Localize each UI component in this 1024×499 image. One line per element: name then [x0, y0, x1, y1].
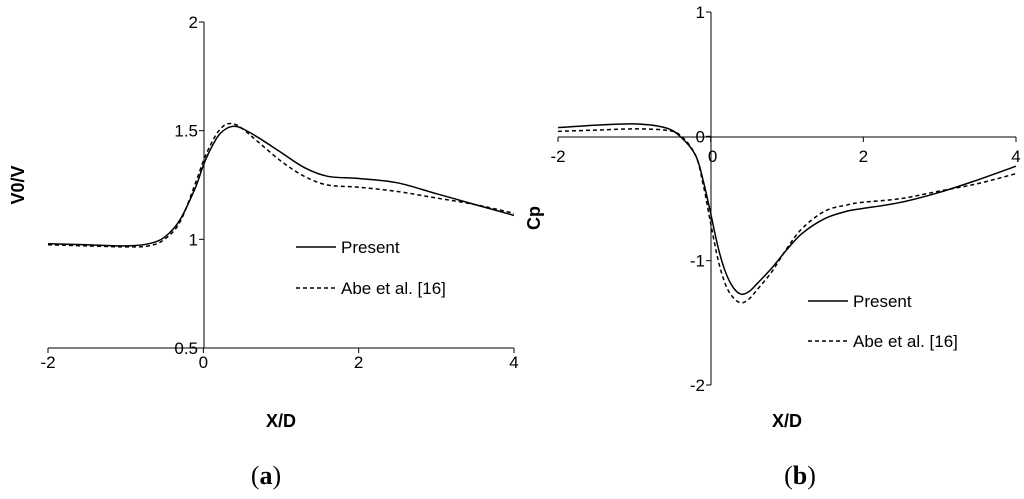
- panel-b-ytick-label: 0: [696, 127, 705, 146]
- panel-a-series-present-line: [47, 125, 515, 247]
- panel-a-ytick-label: 2: [189, 13, 198, 32]
- panel-b-series-abe-line: [557, 128, 1017, 304]
- panel-b-ytick-label: 1: [696, 3, 705, 22]
- panel-a-caption: (a): [251, 461, 281, 490]
- panel-b-xtick-label: 0: [708, 147, 717, 166]
- panel-a-ytick-label: 1: [189, 230, 198, 249]
- panel-b-xtick-label: 2: [859, 147, 868, 166]
- panel-b-caption: (b): [784, 461, 816, 490]
- panel-a-xlabel: X/D: [266, 411, 296, 431]
- panel-b-series-present-line: [557, 123, 1017, 296]
- panel-a-ytick-label: 0.5: [174, 339, 198, 358]
- panel-b-xtick-label: 4: [1011, 147, 1020, 166]
- panel-b-ytick-label: -2: [690, 376, 705, 395]
- panel-b-legend-label-present: Present: [853, 292, 912, 311]
- panel-a-series-abe-line: [47, 122, 515, 248]
- panel-b-legend: Present Abe et al. [16]: [808, 292, 958, 351]
- panel-b-ylabel: Cp: [524, 206, 544, 230]
- panel-a-legend: Present Abe et al. [16]: [296, 238, 446, 298]
- panel-a-xtick-label: 2: [354, 353, 363, 372]
- panel-a-legend-label-present: Present: [341, 238, 400, 257]
- panel-b-legend-label-abe: Abe et al. [16]: [853, 332, 958, 351]
- panel-b-chart: -2 0 2 4 -2 -1 0 1 X/D Cp Present Abe et al. [1…: [524, 3, 1021, 490]
- panel-a-legend-label-abe: Abe et al. [16]: [341, 279, 446, 298]
- panel-a-xtick-label: 0: [199, 353, 208, 372]
- panel-b-xtick-label: -2: [550, 147, 565, 166]
- panel-a-chart: -2 0 2 4 0.5 1 1.5 2 X/D V0/V Present Abe et al…: [8, 13, 519, 490]
- panel-a-ytick-label: 1.5: [174, 122, 198, 141]
- panel-b-xlabel: X/D: [772, 411, 802, 431]
- panel-a-xtick-label: -2: [40, 353, 55, 372]
- panel-b-ytick-label: -1: [690, 252, 705, 271]
- panel-a-xtick-label: 4: [509, 353, 518, 372]
- panel-a-ylabel: V0/V: [8, 165, 28, 204]
